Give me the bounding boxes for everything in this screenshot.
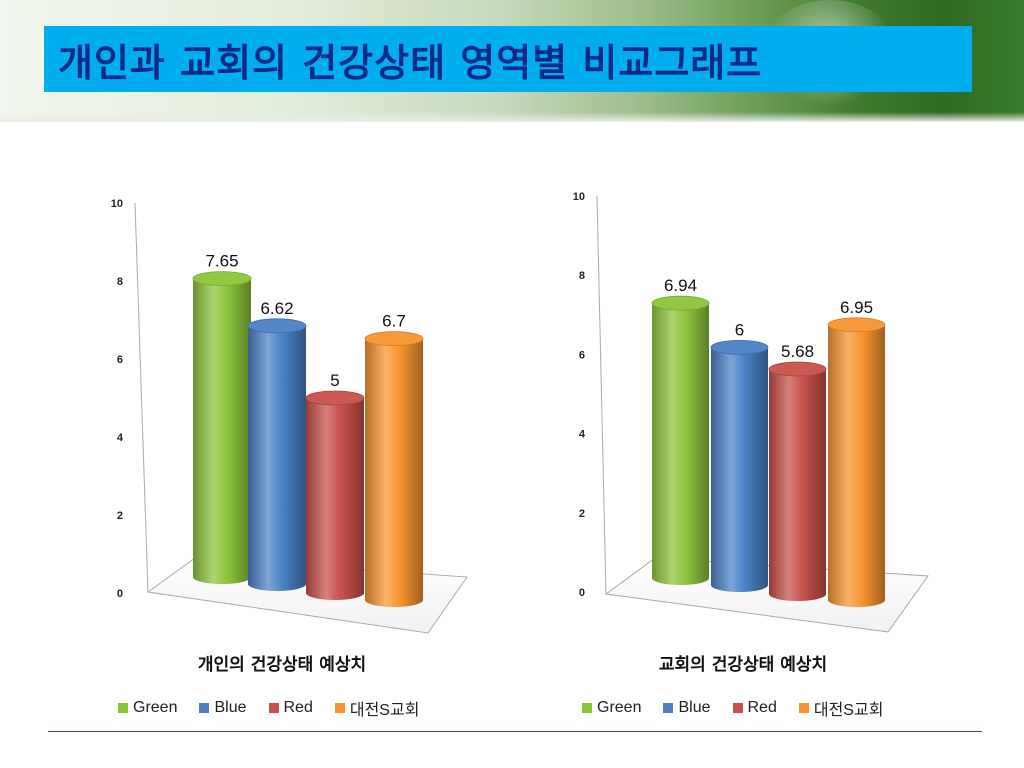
legend-swatch xyxy=(334,703,345,713)
y-tick-label: 10 xyxy=(111,198,123,210)
legend-swatch xyxy=(798,703,809,713)
bar-top xyxy=(827,317,886,333)
legend-label: Green xyxy=(133,699,178,716)
legend-chart-2: Green Blue Red 대전S교회 xyxy=(582,696,905,720)
data-label: 6.7 xyxy=(382,312,406,331)
data-label: 5.68 xyxy=(781,342,814,361)
y-tick-label: 2 xyxy=(117,510,123,522)
data-label: 7.65 xyxy=(205,252,238,271)
y-tick-label: 8 xyxy=(579,270,585,282)
legend-swatch xyxy=(199,703,210,713)
legend-item: Blue xyxy=(199,699,247,717)
bar-top xyxy=(364,331,424,347)
bar-body xyxy=(652,303,709,586)
bar-body xyxy=(193,278,251,584)
y-tick-label: 4 xyxy=(117,432,124,444)
legend-chart-1: Green Blue Red 대전S교회 xyxy=(118,696,441,720)
bar-top xyxy=(651,295,710,311)
bar-body xyxy=(769,369,826,601)
bar-body xyxy=(248,325,306,591)
legend-item: Red xyxy=(732,699,777,717)
data-label: 6 xyxy=(735,320,744,339)
legend-swatch xyxy=(118,703,128,713)
bar-top xyxy=(305,390,365,406)
chart-2: 0 2 4 6 8 10 6.94 6 5.68 6.95 교회의 건강상태 예상치 xyxy=(573,191,929,675)
y-tick-label: 10 xyxy=(573,191,585,203)
bar-1 xyxy=(651,295,710,586)
bar-2 xyxy=(247,318,307,591)
y-tick-label: 0 xyxy=(579,587,585,599)
legend-swatch xyxy=(268,703,279,713)
bar-body xyxy=(828,324,885,607)
legend-swatch xyxy=(582,703,592,713)
legend-label: Red xyxy=(283,699,313,716)
legend-swatch xyxy=(663,703,674,713)
legend-item: Blue xyxy=(663,699,711,717)
chart-title: 개인의 건강상태 예상치 xyxy=(198,655,366,675)
data-label: 5 xyxy=(330,371,339,390)
bar-top xyxy=(710,339,769,355)
y-tick-label: 0 xyxy=(117,588,123,600)
bar-body xyxy=(711,347,768,593)
legend-label: Green xyxy=(597,699,642,716)
legend-item: 대전S교회 xyxy=(334,696,420,720)
y-axis-line xyxy=(134,202,149,593)
title-box: 개인과 교회의 건강상태 영역별 비교그래프 xyxy=(44,26,972,92)
legend-item: Red xyxy=(268,699,313,717)
legend-item: 대전S교회 xyxy=(798,696,884,720)
data-label: 6.62 xyxy=(260,299,293,318)
y-tick-label: 8 xyxy=(117,276,123,288)
bar-top xyxy=(192,271,252,287)
chart-1: 0 2 4 6 8 10 7.65 6.62 5 6.7 개인의 건강상태 예상치 xyxy=(111,198,468,675)
legend-item: Green xyxy=(582,699,641,717)
bar-top xyxy=(247,318,307,334)
data-label: 6.94 xyxy=(664,276,697,295)
y-axis-line xyxy=(596,195,607,595)
bar-4 xyxy=(827,317,886,607)
bar-1 xyxy=(192,271,252,584)
chart-title: 교회의 건강상태 예상치 xyxy=(659,655,827,675)
bar-3 xyxy=(768,361,827,601)
legend-item: Green xyxy=(118,699,177,717)
y-tick-label: 2 xyxy=(579,508,585,520)
legend-label: Blue xyxy=(214,699,247,716)
bar-body xyxy=(365,338,423,607)
legend-label: Red xyxy=(747,699,777,716)
y-tick-label: 4 xyxy=(579,429,586,441)
footer-rule xyxy=(48,731,982,732)
bar-4 xyxy=(364,331,424,607)
y-tick-label: 6 xyxy=(117,354,123,366)
bar-top xyxy=(768,361,827,377)
bar-body xyxy=(306,398,364,600)
slide-title: 개인과 교회의 건강상태 영역별 비교그래프 xyxy=(58,40,763,85)
legend-label: 대전S교회 xyxy=(813,702,884,719)
bar-3 xyxy=(305,390,365,600)
y-tick-label: 6 xyxy=(579,349,585,361)
data-label: 6.95 xyxy=(840,298,873,317)
legend-label: Blue xyxy=(678,699,711,716)
legend-swatch xyxy=(732,703,743,713)
bar-2 xyxy=(710,339,769,593)
legend-label: 대전S교회 xyxy=(349,702,420,719)
